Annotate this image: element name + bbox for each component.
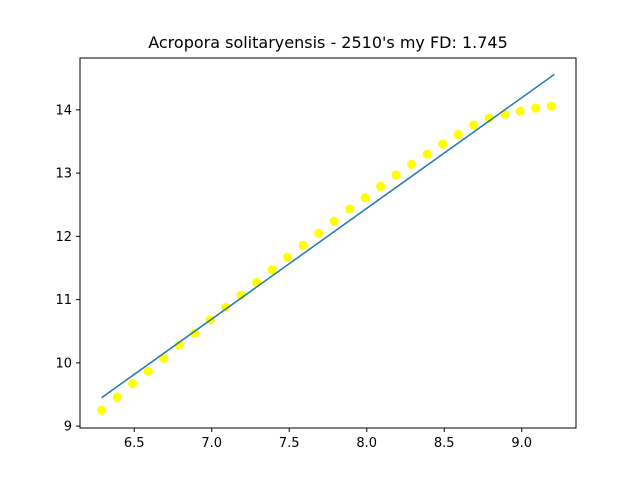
axes: 6.5 7.0 7.5 8.0 8.5 9.0 9 10 11 12 13 14 (55, 103, 532, 451)
y-tick-label: 13 (55, 167, 72, 182)
data-point (438, 139, 448, 149)
data-point (515, 106, 525, 116)
x-tick-label: 7.0 (201, 436, 222, 451)
x-tick-label: 9.0 (511, 436, 532, 451)
data-point (546, 101, 556, 111)
y-tick-label: 11 (55, 293, 72, 308)
y-tick-label: 12 (55, 230, 72, 245)
data-point (143, 366, 153, 376)
chart-title: Acropora solitaryensis - 2510's my FD: 1… (148, 33, 508, 52)
data-point (531, 103, 541, 113)
y-tick-label: 14 (55, 103, 72, 118)
data-point (298, 240, 308, 250)
data-point (252, 277, 262, 288)
data-point (345, 204, 355, 214)
x-tick-label: 7.5 (279, 436, 300, 451)
x-tick-label: 8.5 (434, 436, 455, 451)
fit-line (101, 73, 555, 399)
data-point (97, 405, 107, 415)
axes-frame (79, 57, 577, 429)
y-tick-label: 9 (64, 420, 72, 435)
data-point (391, 170, 401, 180)
data-point (329, 216, 339, 226)
data-point (221, 302, 231, 312)
data-point (236, 290, 246, 300)
data-point (407, 159, 417, 169)
data-point (484, 113, 494, 123)
data-point (174, 340, 184, 350)
x-tick-label: 8.0 (356, 436, 377, 451)
data-point (469, 120, 479, 130)
data-point (376, 181, 386, 191)
data-point (422, 149, 432, 159)
data-point (314, 228, 324, 238)
data-point (453, 129, 463, 140)
plot-area (97, 73, 556, 415)
x-tick-label: 6.5 (124, 436, 145, 451)
data-point (128, 379, 138, 389)
y-tick-label: 10 (55, 356, 72, 371)
data-point (267, 265, 277, 275)
data-point (360, 193, 370, 203)
data-point (500, 109, 510, 119)
data-point (159, 353, 169, 364)
data-point (190, 328, 200, 338)
data-point (112, 392, 122, 402)
data-point (283, 252, 293, 262)
